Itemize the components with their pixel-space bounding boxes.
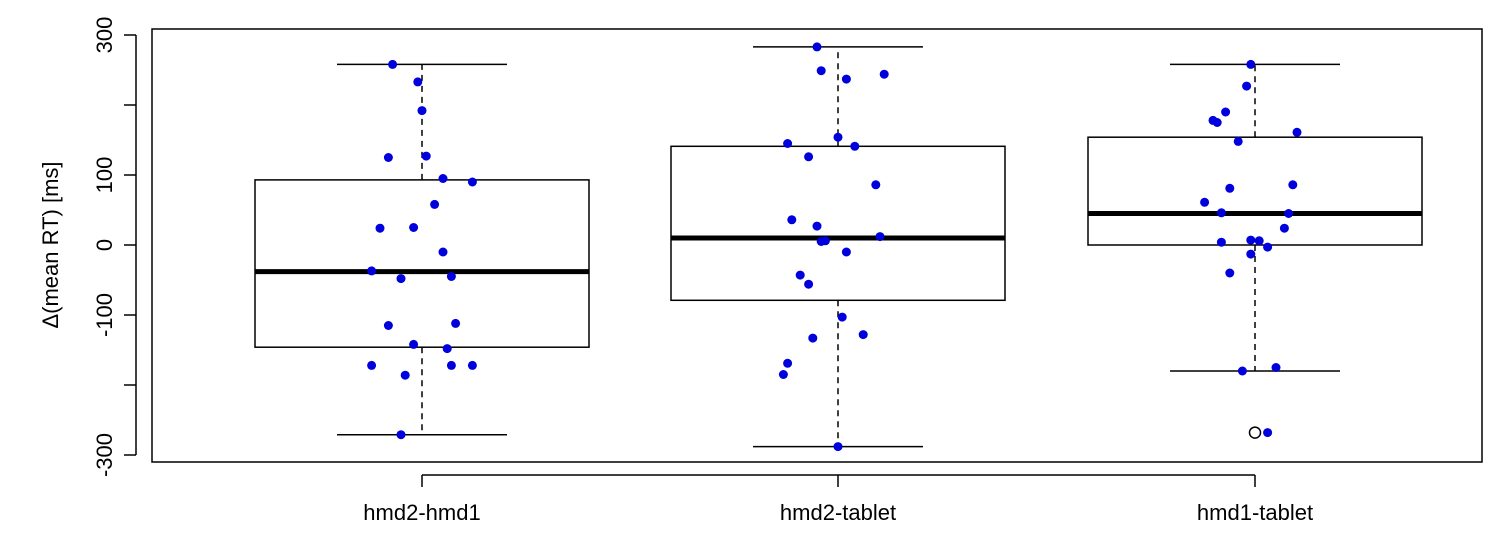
plot-frame [151,28,1483,463]
data-point [1216,208,1226,218]
data-point [1233,136,1243,146]
data-point [841,74,851,84]
data-point [1246,59,1256,69]
data-point [1225,183,1235,193]
iqr-box [670,145,1006,302]
data-point [446,360,456,370]
x-tick-label: hmd1-tablet [1197,500,1313,525]
outlier-point [1248,426,1262,439]
data-point [1279,223,1289,233]
data-point [409,339,419,349]
data-point [413,77,423,87]
data-point [1263,242,1273,252]
data-point [1292,127,1302,137]
iqr-box [254,179,590,348]
data-point [467,360,477,370]
data-point [871,180,881,190]
data-point [837,312,847,322]
y-tick-label: -100 [92,293,117,337]
data-point [833,132,843,142]
data-point [438,247,448,257]
x-axis: hmd2-hmd1 hmd2-tablet hmd1-tablet [363,474,1313,525]
data-points [367,42,1302,452]
data-point [1212,118,1222,127]
data-point [804,152,814,162]
data-point [430,199,440,209]
iqr-box [1087,136,1423,246]
data-point [820,236,830,246]
data-point [1284,209,1294,218]
data-point [804,279,814,289]
data-point [367,266,377,276]
data-point [858,330,868,340]
data-point [1254,236,1264,246]
data-point [1263,428,1273,438]
data-point [446,272,456,281]
data-point [396,430,406,440]
y-tick-label: 0 [92,239,117,251]
data-point [1271,363,1281,372]
data-point [438,174,448,183]
data-point [1246,235,1256,245]
data-point [1225,268,1235,278]
y-axis: 300 100 0 -100 -300 [92,17,137,477]
data-point [875,232,885,242]
x-tick-label: hmd2-hmd1 [363,500,480,525]
data-point [783,139,793,148]
data-point [451,318,461,328]
data-point [1237,366,1247,376]
data-point [787,215,797,225]
data-point [375,223,385,233]
data-point [841,247,851,257]
data-point [812,221,822,231]
box-hmd2-hmd1 [254,63,590,436]
data-point [816,66,826,76]
data-point [396,274,406,284]
y-tick-label: 300 [92,17,117,54]
data-point [383,321,393,330]
data-point [812,42,822,52]
data-point [879,69,889,79]
data-point [778,370,788,379]
data-point [367,360,377,370]
data-point [833,442,843,452]
data-point [417,106,427,116]
data-point [383,153,393,162]
data-point [442,344,452,354]
box-hmd2-tablet [670,46,1006,448]
data-point [421,151,431,161]
data-point [467,177,477,187]
data-point [1200,197,1210,207]
data-point [783,358,793,368]
data-point [1221,107,1231,117]
box-hmd1-tablet [1087,63,1423,439]
y-axis-label: Δ(mean RT) [ms] [38,161,63,328]
y-tick-label: 100 [92,157,117,194]
y-tick-label: -300 [92,433,117,477]
data-point [850,141,860,151]
data-point [409,223,419,232]
boxes [254,46,1423,448]
x-tick-label: hmd2-tablet [780,500,896,525]
data-point [808,333,818,343]
data-point [388,59,398,69]
data-point [1216,237,1226,247]
data-point [1242,81,1252,91]
data-point [1246,249,1256,259]
data-point [1288,180,1298,190]
data-point [795,270,805,280]
data-point [400,370,410,380]
